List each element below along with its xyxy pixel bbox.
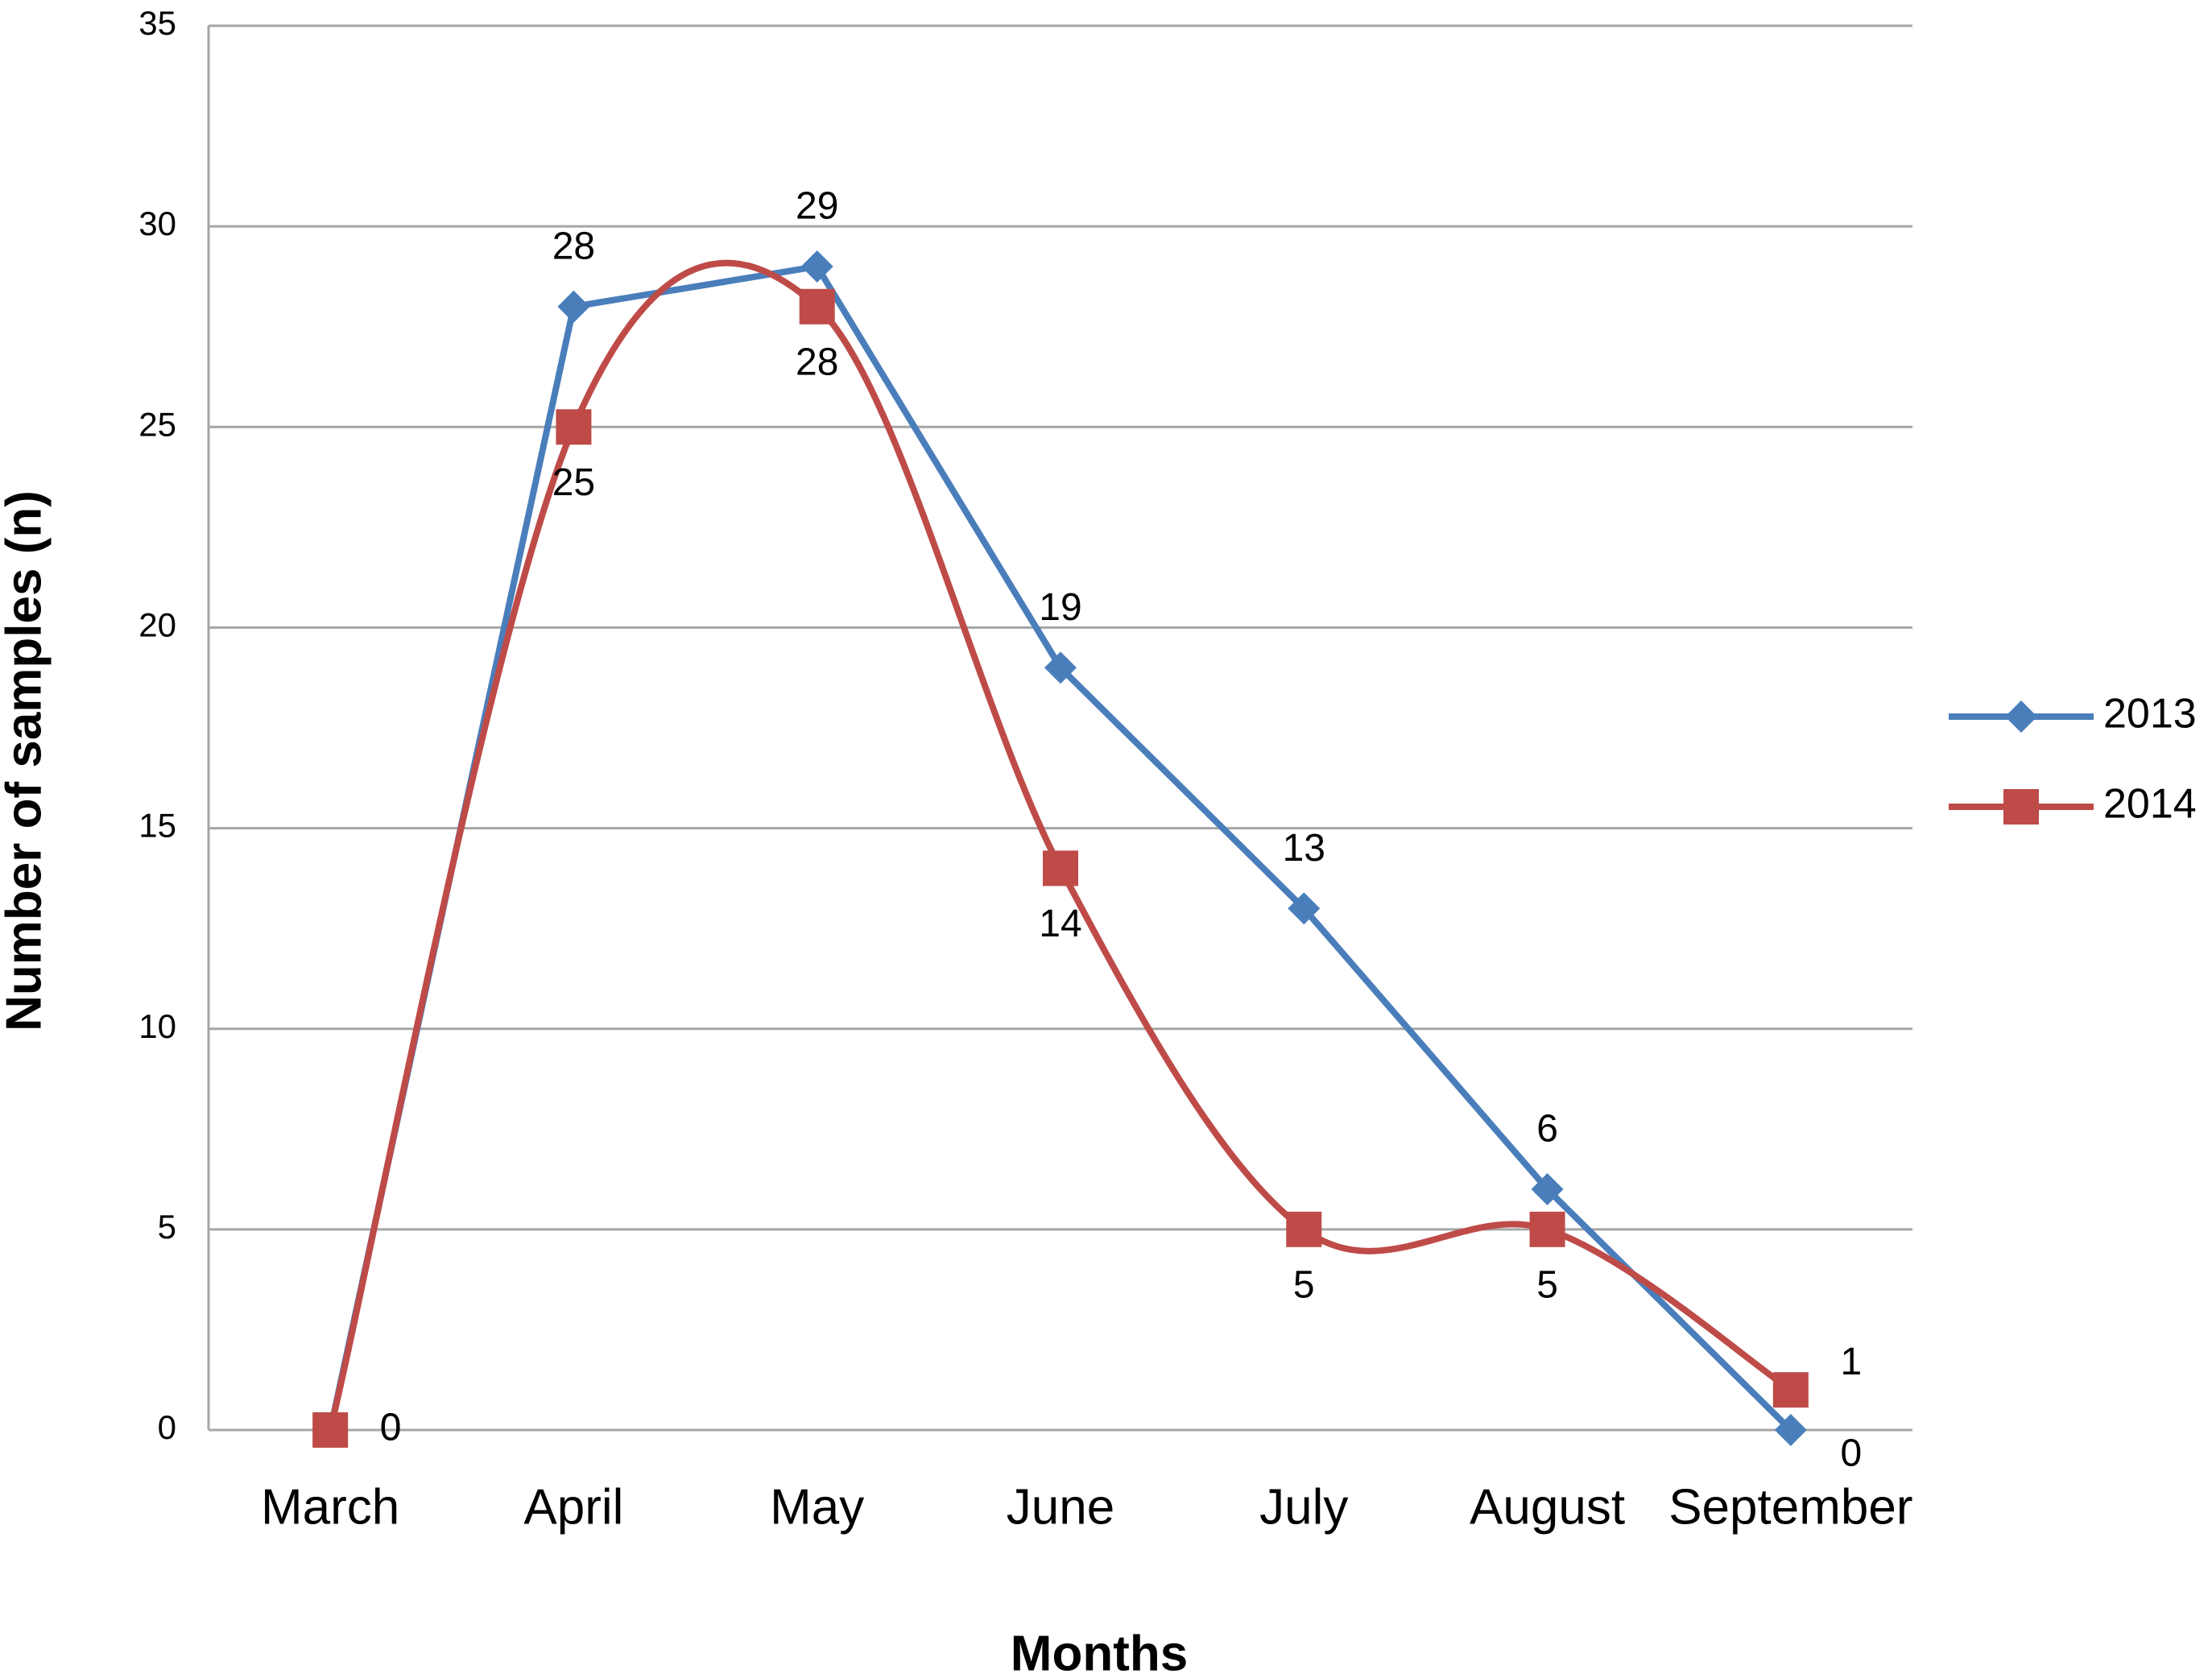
y-tick-label: 10 xyxy=(139,1007,176,1045)
marker xyxy=(1044,651,1077,684)
marker xyxy=(1772,1372,1809,1408)
legend-label: 2014 xyxy=(2103,781,2197,828)
x-tick-label: August xyxy=(1470,1479,1625,1535)
marker xyxy=(1529,1211,1565,1247)
marker xyxy=(1531,1173,1564,1206)
series-line xyxy=(327,262,1793,1432)
data-label: 13 xyxy=(1283,827,1325,870)
x-tick-label: May xyxy=(770,1479,864,1535)
data-label: 25 xyxy=(552,461,595,504)
y-tick-label: 30 xyxy=(139,205,176,242)
marker xyxy=(1286,1211,1322,1247)
y-tick-label: 15 xyxy=(139,807,176,845)
marker xyxy=(2003,789,2039,825)
x-tick-label: March xyxy=(261,1479,399,1535)
marker xyxy=(800,250,833,283)
x-tick-label: April xyxy=(523,1479,623,1535)
x-tick-label: July xyxy=(1259,1479,1348,1535)
data-label: 19 xyxy=(1039,586,1081,629)
data-label: 28 xyxy=(552,225,595,267)
y-tick-label: 5 xyxy=(158,1208,176,1246)
marker xyxy=(2005,701,2037,733)
x-axis-title: Months xyxy=(1011,1626,1188,1678)
data-label: 5 xyxy=(1536,1264,1558,1307)
y-tick-label: 35 xyxy=(139,4,176,42)
y-tick-label: 25 xyxy=(139,405,176,443)
marker xyxy=(1043,850,1078,887)
data-label: 29 xyxy=(796,185,838,228)
data-label: 5 xyxy=(1293,1264,1315,1307)
marker xyxy=(557,290,590,323)
y-axis-title: Number of samples (n) xyxy=(0,490,52,1031)
data-label: 0 xyxy=(380,1407,402,1449)
data-label: 0 xyxy=(1841,1432,1863,1475)
series-line xyxy=(327,259,1793,1431)
marker xyxy=(556,409,592,445)
marker xyxy=(312,1412,349,1448)
marker xyxy=(799,288,835,324)
data-label: 1 xyxy=(1841,1341,1863,1383)
data-label: 6 xyxy=(1536,1108,1558,1151)
marker xyxy=(1288,892,1321,925)
legend-label: 2013 xyxy=(2103,691,2197,738)
marker xyxy=(1774,1414,1807,1446)
x-tick-label: September xyxy=(1668,1479,1912,1535)
data-label: 28 xyxy=(796,341,838,383)
data-label: 14 xyxy=(1039,903,1081,945)
y-tick-label: 0 xyxy=(158,1408,176,1446)
y-tick-label: 20 xyxy=(139,606,176,644)
data-label: 0 xyxy=(380,1407,402,1449)
x-tick-label: June xyxy=(1007,1479,1114,1535)
